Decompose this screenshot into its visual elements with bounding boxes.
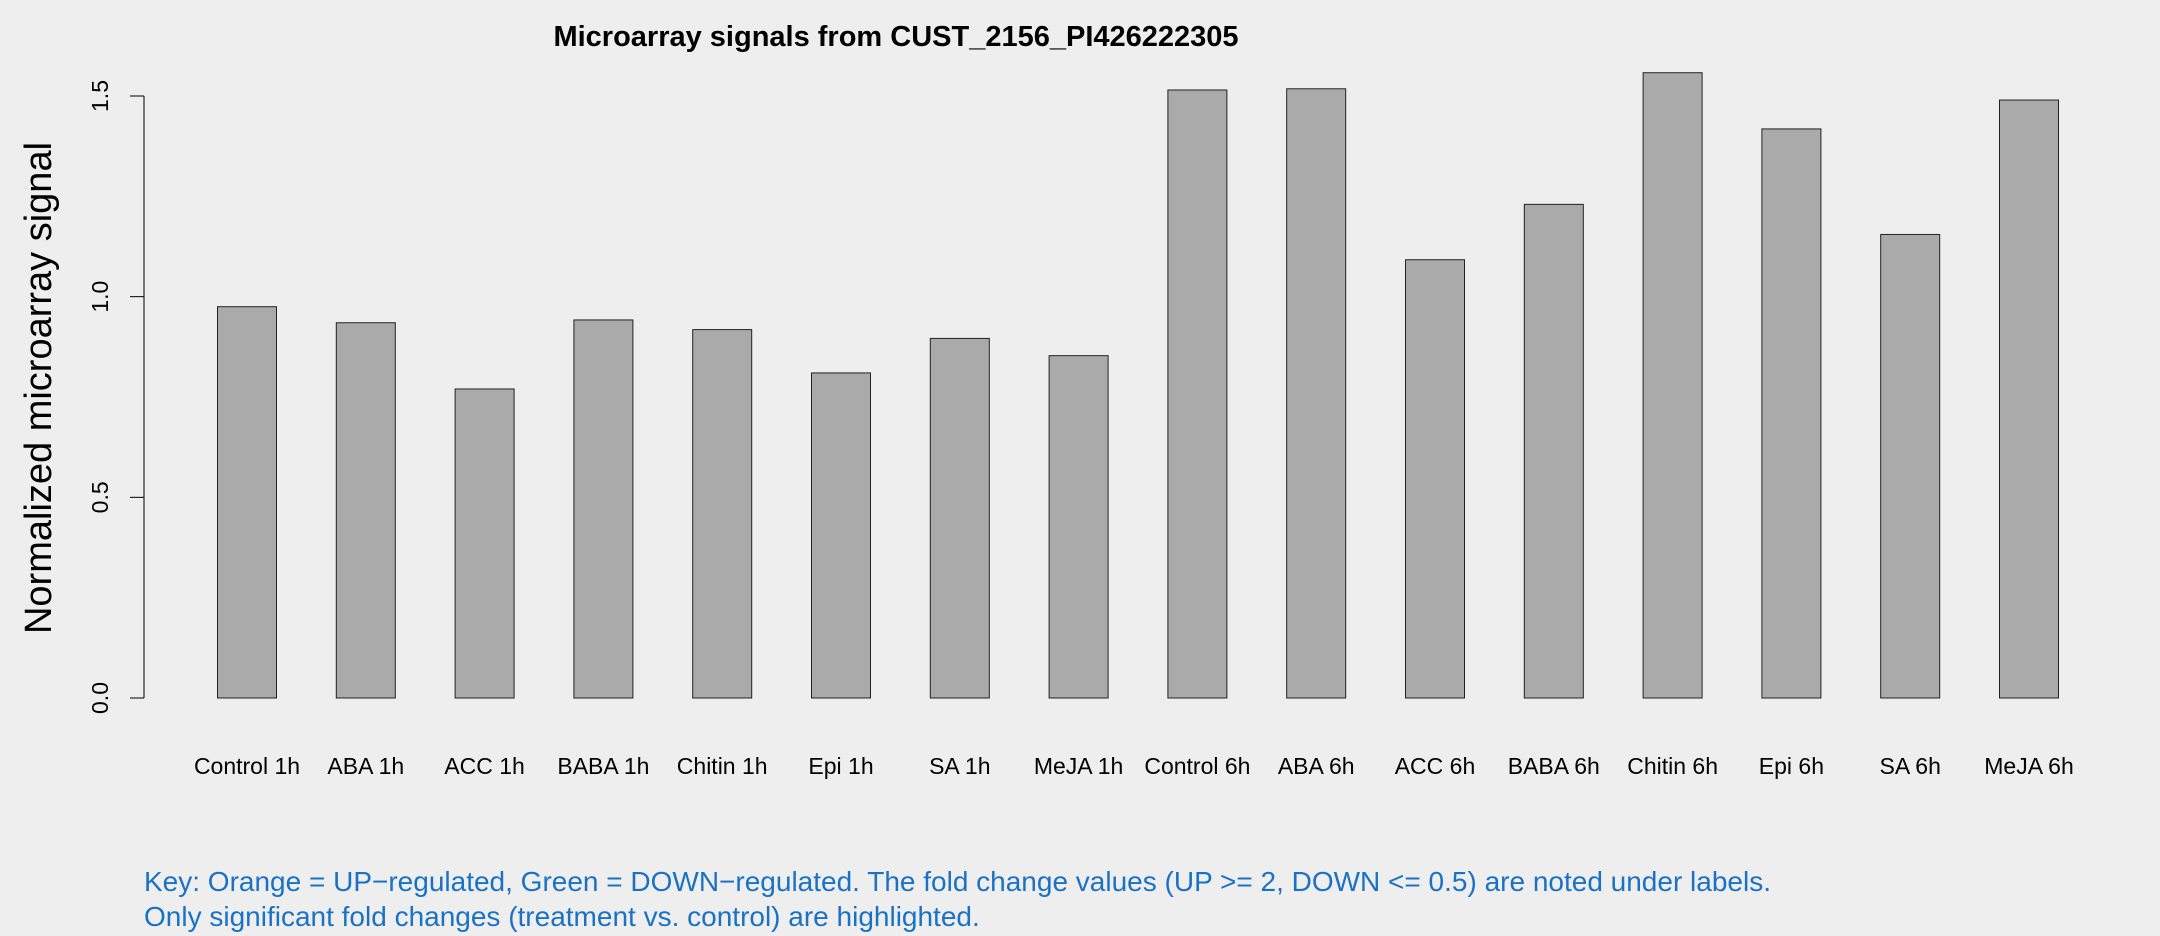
x-tick-label: BABA 1h xyxy=(557,753,649,779)
key-note-line-2: Only significant fold changes (treatment… xyxy=(144,901,980,932)
y-axis: 0.0 0.5 1.0 1.5 xyxy=(87,80,145,714)
y-tick-label: 1.0 xyxy=(87,281,113,313)
y-tick-label: 0.0 xyxy=(87,682,113,714)
bar xyxy=(1167,89,1228,699)
x-tick-label: Control 1h xyxy=(194,753,300,779)
x-tick-label: ABA 6h xyxy=(1278,753,1355,779)
bar xyxy=(1405,259,1465,699)
bars xyxy=(217,72,2059,699)
y-tick-label: 1.5 xyxy=(87,80,113,112)
x-tick-label: ACC 6h xyxy=(1395,753,1476,779)
bar xyxy=(1048,355,1109,699)
x-tick-label: ABA 1h xyxy=(327,753,404,779)
bar xyxy=(1642,72,1703,699)
bar xyxy=(217,306,277,699)
y-axis-label: Normalized microarray signal xyxy=(18,142,60,634)
x-tick-label: SA 6h xyxy=(1880,753,1941,779)
bar xyxy=(1523,203,1584,699)
bar xyxy=(573,319,634,699)
x-tick-label: SA 1h xyxy=(929,753,990,779)
x-tick-label: Chitin 6h xyxy=(1627,753,1718,779)
x-tick-label: Epi 6h xyxy=(1759,753,1824,779)
bar xyxy=(929,337,990,699)
x-tick-label: ACC 1h xyxy=(444,753,525,779)
bar xyxy=(692,329,753,699)
bar xyxy=(1286,88,1347,699)
x-tick-label: Chitin 1h xyxy=(677,753,768,779)
x-tick-labels: Control 1h ABA 1h ACC 1h BABA 1h Chitin 1h Ep… xyxy=(194,753,2074,779)
bar xyxy=(335,322,396,699)
x-tick-label: Control 6h xyxy=(1144,753,1250,779)
chart-title: Microarray signals from CUST_2156_PI4262… xyxy=(553,21,1238,53)
bar xyxy=(811,372,871,699)
x-tick-label: BABA 6h xyxy=(1508,753,1600,779)
bar xyxy=(1880,233,1941,699)
bar xyxy=(454,388,515,699)
x-tick-label: MeJA 1h xyxy=(1034,753,1124,779)
bar xyxy=(1999,99,2059,699)
x-tick-label: Epi 1h xyxy=(808,753,873,779)
y-tick-label: 0.5 xyxy=(87,481,113,513)
x-tick-label: MeJA 6h xyxy=(1984,753,2074,779)
key-note-line-1: Key: Orange = UP−regulated, Green = DOWN… xyxy=(144,866,1771,897)
bar xyxy=(1761,128,1822,699)
